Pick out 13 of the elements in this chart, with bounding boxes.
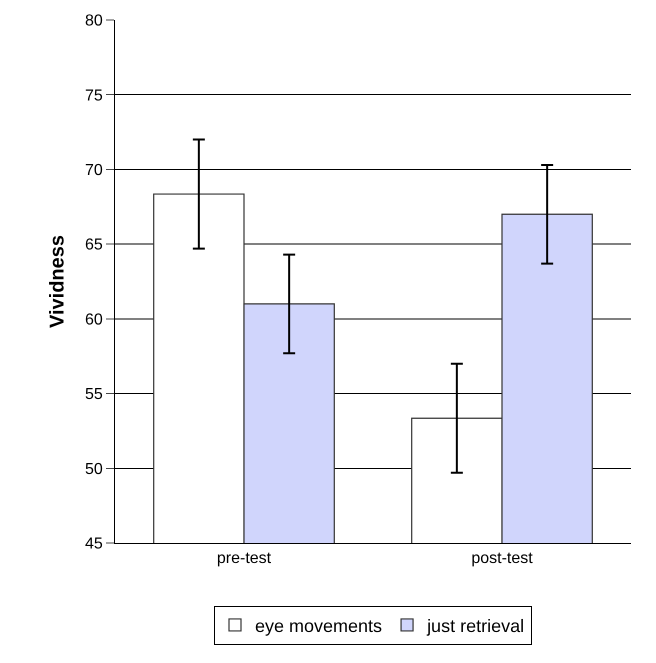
y-axis-title: Vividness	[46, 234, 69, 328]
y-tick-label: 80	[85, 12, 103, 30]
legend-label: eye movements	[255, 616, 382, 636]
y-tick-label: 50	[85, 460, 103, 478]
y-tick-label: 70	[85, 162, 103, 180]
y-tick-label: 45	[85, 536, 103, 553]
legend-label: just retrieval	[426, 616, 524, 636]
x-tick-label: pre-test	[216, 550, 272, 568]
x-tick-label: post-test	[471, 550, 534, 568]
y-tick-label: 55	[85, 386, 103, 404]
y-tick-label: 60	[85, 311, 103, 328]
y-tick-label: 65	[85, 236, 103, 254]
y-tick-label: 75	[85, 87, 103, 104]
